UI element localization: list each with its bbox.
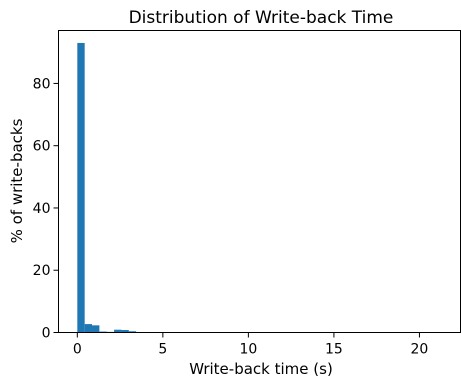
x-tick-label-1: 5: [158, 342, 167, 358]
histogram-bar-7: [128, 331, 137, 333]
y-tick-label-3: 60: [33, 139, 51, 155]
histogram-bar-0: [77, 42, 85, 333]
histogram-bar-5: [114, 329, 122, 333]
y-axis-label: % of write-backs: [8, 118, 26, 243]
histogram-bar-1: [84, 324, 93, 333]
chart-title: Distribution of Write-back Time: [129, 8, 394, 28]
plot-frame: [58, 30, 461, 333]
x-tick-label-0: 0: [73, 342, 82, 358]
y-tick-label-2: 40: [33, 201, 51, 217]
x-axis-label: Write-back time (s): [189, 360, 333, 378]
x-tick-label-4: 20: [411, 342, 429, 358]
x-axis-ticks: 0 5 10 15 20: [73, 332, 429, 358]
x-tick-label-3: 15: [325, 342, 343, 358]
y-tick-label-1: 20: [33, 263, 51, 279]
bars-group: [77, 42, 166, 333]
y-tick-label-4: 80: [33, 76, 51, 92]
y-axis-ticks: 0 20 40 60 80: [33, 76, 59, 342]
histogram-bar-2: [92, 325, 100, 333]
x-tick-label-2: 10: [239, 342, 257, 358]
histogram-bar-6: [121, 330, 129, 333]
y-tick-label-0: 0: [42, 326, 51, 342]
